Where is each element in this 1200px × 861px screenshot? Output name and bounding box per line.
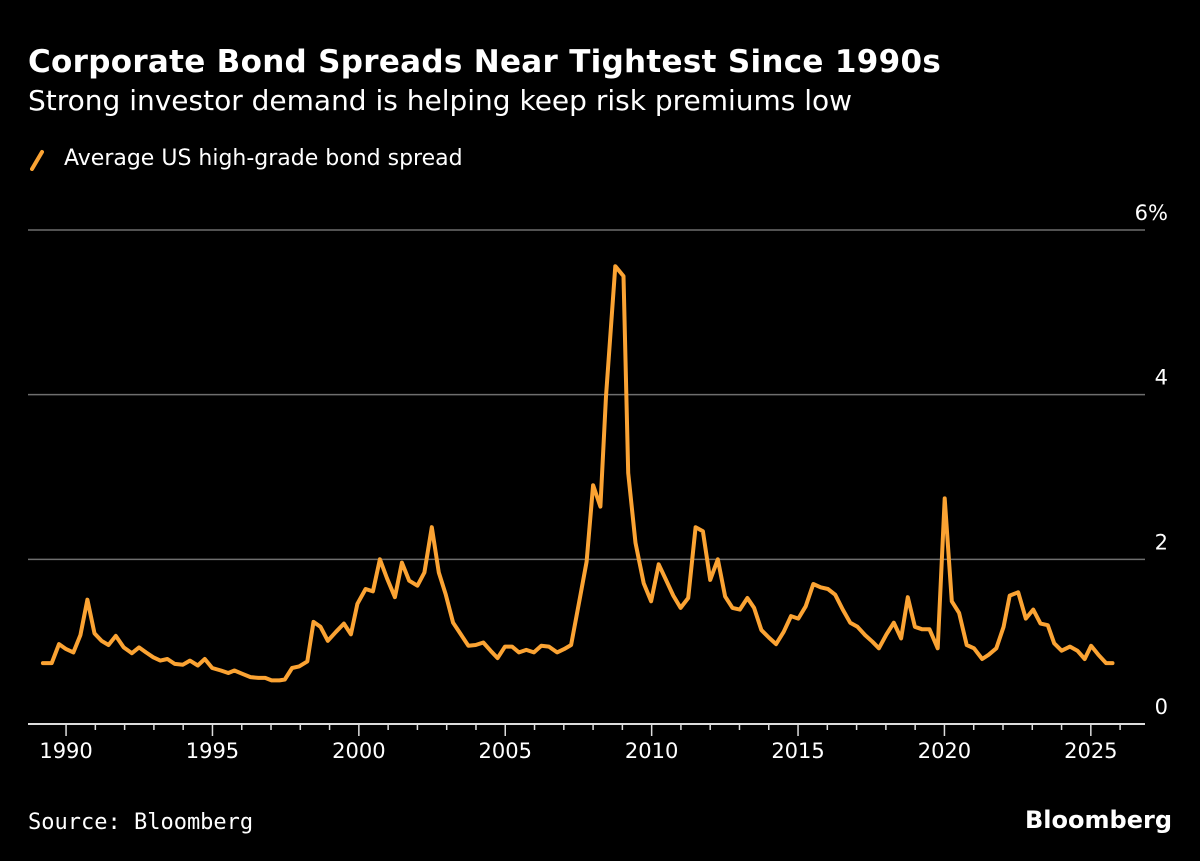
- x-tick-label: 1995: [186, 739, 239, 763]
- y-tick-label: 2: [1155, 530, 1168, 554]
- legend-line-icon: [30, 149, 44, 171]
- chart-subtitle: Strong investor demand is helping keep r…: [28, 84, 853, 117]
- x-tick-label: 2005: [479, 739, 532, 763]
- legend: Average US high-grade bond spread: [30, 146, 463, 171]
- x-tick-label: 1990: [39, 739, 92, 763]
- x-tick-label: 2000: [332, 739, 385, 763]
- x-tick-label: 2025: [1064, 739, 1117, 763]
- y-tick-label: 0: [1155, 695, 1168, 719]
- y-tick-label: 6%: [1135, 201, 1168, 225]
- x-tick-label: 2020: [918, 739, 971, 763]
- legend-label: Average US high-grade bond spread: [64, 146, 463, 171]
- source-note: Source: Bloomberg: [28, 810, 254, 835]
- y-tick-label: 4: [1155, 366, 1168, 390]
- chart-title: Corporate Bond Spreads Near Tightest Sin…: [28, 44, 942, 80]
- series-line: [40, 264, 1115, 683]
- bloomberg-logo: Bloomberg: [1025, 806, 1172, 834]
- x-tick-label: 2015: [771, 739, 824, 763]
- x-tick-label: 2010: [625, 739, 678, 763]
